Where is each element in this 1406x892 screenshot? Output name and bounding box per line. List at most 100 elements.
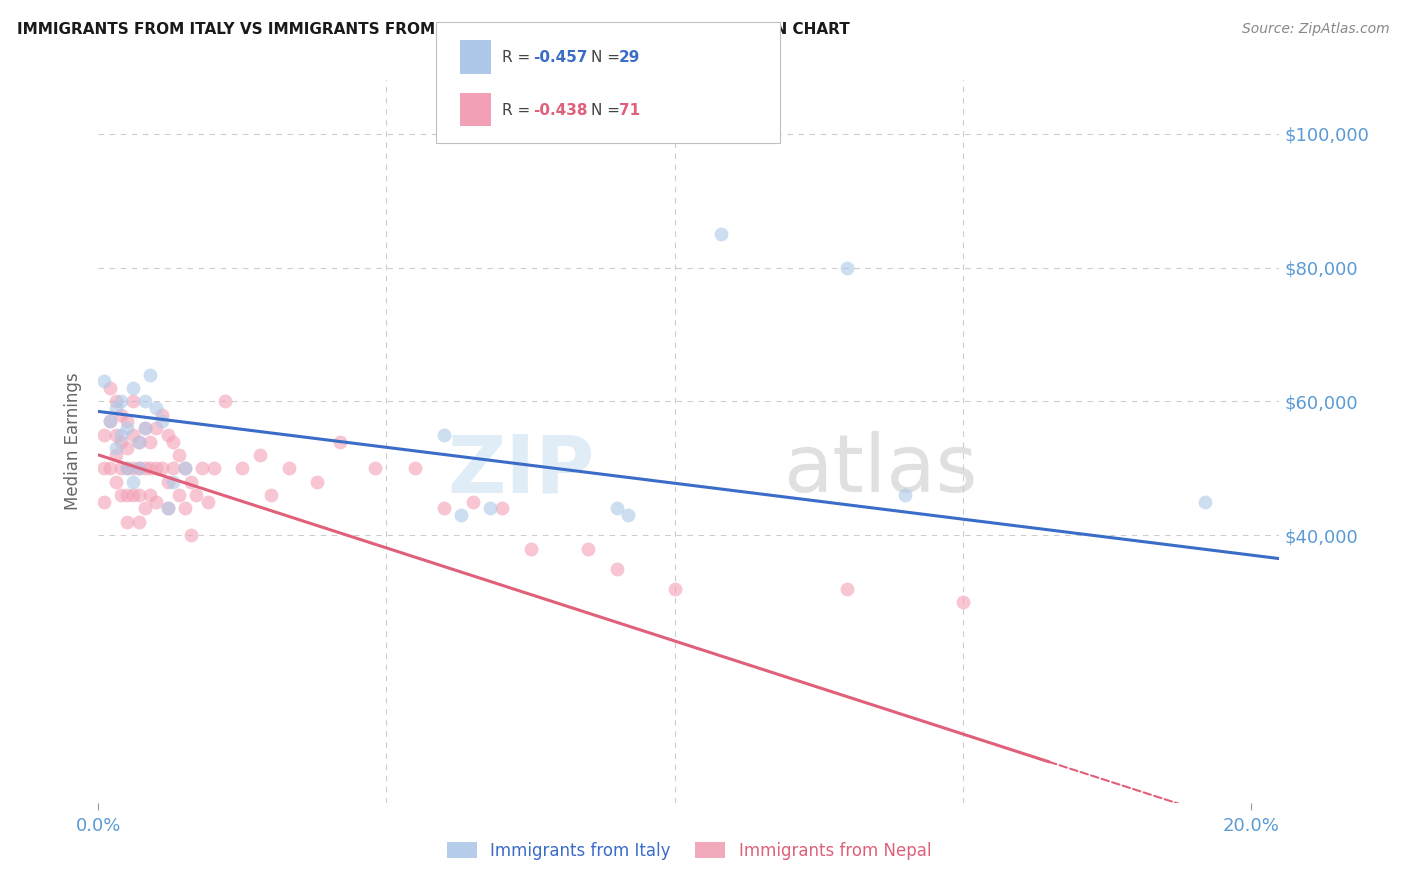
Point <box>134 501 156 516</box>
Point <box>139 461 162 475</box>
Point <box>162 461 184 475</box>
Point <box>122 394 145 409</box>
Point <box>110 408 132 422</box>
Point <box>128 434 150 449</box>
Point <box>1194 494 1216 508</box>
Point <box>894 488 917 502</box>
Point <box>128 434 150 449</box>
Point <box>122 427 145 442</box>
Point <box>180 528 202 542</box>
Point <box>98 414 121 428</box>
Point <box>122 475 145 489</box>
Point <box>134 421 156 435</box>
Point <box>139 434 162 449</box>
Point <box>145 421 167 435</box>
Point <box>364 461 387 475</box>
Point <box>104 401 127 416</box>
Point <box>837 260 859 275</box>
Point <box>115 515 138 529</box>
Point <box>186 488 208 502</box>
Point <box>197 494 219 508</box>
Point <box>162 475 184 489</box>
Point <box>617 508 640 523</box>
Text: IMMIGRANTS FROM ITALY VS IMMIGRANTS FROM NEPAL MEDIAN EARNINGS CORRELATION CHART: IMMIGRANTS FROM ITALY VS IMMIGRANTS FROM… <box>17 22 849 37</box>
Point <box>433 501 456 516</box>
Point <box>260 488 283 502</box>
Point <box>93 427 115 442</box>
Point <box>128 488 150 502</box>
Point <box>173 461 195 475</box>
Point <box>93 375 115 389</box>
Point <box>104 427 127 442</box>
Text: -0.438: -0.438 <box>533 103 588 118</box>
Point <box>606 562 628 576</box>
Point <box>191 461 214 475</box>
Point <box>128 461 150 475</box>
Point <box>110 434 132 449</box>
Point <box>167 488 190 502</box>
Point <box>156 427 179 442</box>
Point <box>433 427 456 442</box>
Point <box>450 508 472 523</box>
Point <box>162 434 184 449</box>
Text: Source: ZipAtlas.com: Source: ZipAtlas.com <box>1241 22 1389 37</box>
Text: 29: 29 <box>619 51 640 65</box>
Point <box>134 394 156 409</box>
Text: N =: N = <box>591 51 624 65</box>
Point <box>202 461 225 475</box>
Point <box>837 582 859 596</box>
Point <box>307 475 329 489</box>
Point <box>115 414 138 428</box>
Point <box>110 461 132 475</box>
Point <box>491 501 513 516</box>
Point <box>461 494 484 508</box>
Point <box>115 421 138 435</box>
Point <box>134 461 156 475</box>
Point <box>104 394 127 409</box>
Point <box>122 461 145 475</box>
Point <box>128 515 150 529</box>
Point <box>710 227 733 241</box>
Point <box>98 381 121 395</box>
Text: ZIP: ZIP <box>447 432 595 509</box>
Point <box>128 461 150 475</box>
Text: N =: N = <box>591 103 624 118</box>
Point <box>110 427 132 442</box>
Text: R =: R = <box>502 51 536 65</box>
Point <box>115 488 138 502</box>
Point <box>139 488 162 502</box>
Point <box>122 381 145 395</box>
Point <box>104 475 127 489</box>
Point <box>277 461 299 475</box>
Point <box>231 461 253 475</box>
Point <box>156 475 179 489</box>
Point <box>329 434 352 449</box>
Y-axis label: Median Earnings: Median Earnings <box>63 373 82 510</box>
Point <box>104 441 127 455</box>
Point <box>115 441 138 455</box>
Point <box>98 461 121 475</box>
Point <box>576 541 599 556</box>
Point <box>156 501 179 516</box>
Point <box>156 501 179 516</box>
Point <box>150 414 173 428</box>
Point <box>98 414 121 428</box>
Point <box>173 501 195 516</box>
Point <box>214 394 236 409</box>
Point <box>115 461 138 475</box>
Point <box>249 448 271 462</box>
Point <box>404 461 426 475</box>
Point <box>145 461 167 475</box>
Legend: Immigrants from Italy, Immigrants from Nepal: Immigrants from Italy, Immigrants from N… <box>440 836 938 867</box>
Point <box>93 461 115 475</box>
Point <box>952 595 974 609</box>
Point <box>167 448 190 462</box>
Text: R =: R = <box>502 103 536 118</box>
Point <box>479 501 502 516</box>
Point <box>664 582 686 596</box>
Point <box>110 394 132 409</box>
Point <box>606 501 628 516</box>
Text: -0.457: -0.457 <box>533 51 588 65</box>
Point <box>145 494 167 508</box>
Point <box>104 448 127 462</box>
